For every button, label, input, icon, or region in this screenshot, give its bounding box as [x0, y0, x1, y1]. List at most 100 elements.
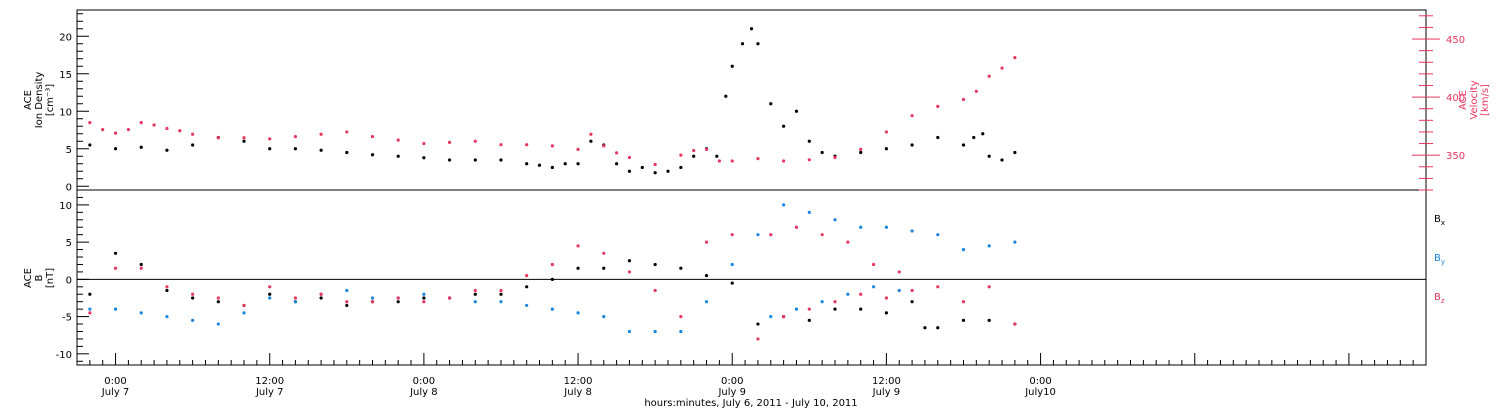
- data-point-bz: [730, 233, 734, 237]
- data-point-by: [165, 314, 169, 319]
- data-point-black: [242, 139, 246, 143]
- data-point-pink: [782, 159, 786, 163]
- data-point-black: [1000, 158, 1004, 162]
- data-point-bx: [923, 326, 927, 330]
- velocity-axis-ticks: 350 400 450: [1412, 15, 1465, 191]
- data-point-bz: [794, 225, 799, 229]
- data-point-pink: [293, 134, 298, 139]
- data-point-black: [859, 150, 863, 155]
- data-point-bz: [550, 262, 554, 267]
- time-tick-label: 0:00: [1029, 376, 1051, 387]
- data-point-pink: [447, 140, 452, 144]
- data-point-by: [871, 285, 876, 289]
- data-point-bz: [396, 296, 400, 300]
- data-point-bx: [704, 274, 709, 278]
- data-point-bx: [88, 292, 92, 296]
- data-point-pink: [178, 129, 182, 133]
- data-point-bx: [910, 300, 914, 304]
- data-point-bz: [859, 292, 863, 296]
- data-point-bx: [961, 318, 966, 322]
- data-point-bz: [871, 262, 876, 267]
- data-point-by: [936, 233, 940, 237]
- data-point-bz: [807, 307, 811, 311]
- data-point-bz: [782, 314, 786, 319]
- density-tick-label: 0: [66, 182, 72, 193]
- b-tick-label: 10: [59, 201, 72, 212]
- time-tick-label: 12:00: [255, 376, 284, 387]
- data-point-bx: [139, 262, 143, 267]
- data-point-by: [846, 292, 850, 296]
- data-point-bz: [576, 244, 580, 248]
- b-axis-label-line2: B: [34, 274, 45, 281]
- data-point-black: [640, 165, 644, 170]
- data-point-pink: [884, 130, 889, 134]
- data-point-pink: [165, 126, 169, 131]
- b-tick-label: -10: [56, 350, 72, 361]
- data-point-bz: [525, 274, 529, 278]
- data-point-black: [473, 158, 477, 162]
- data-point-pink: [396, 138, 400, 142]
- data-point-black: [910, 143, 914, 147]
- data-point-bx: [936, 326, 940, 330]
- data-point-bx: [679, 266, 683, 270]
- data-point-black: [807, 139, 811, 143]
- data-point-bz: [756, 337, 760, 341]
- data-point-bx: [756, 322, 760, 326]
- data-point-by: [216, 322, 220, 326]
- date-tick-label: July 8: [409, 387, 438, 398]
- data-point-bz: [769, 233, 773, 237]
- density-axis-ticks: 0 5 10 15 20: [59, 13, 89, 193]
- data-point-pink: [602, 144, 606, 148]
- data-point-pink: [242, 136, 246, 140]
- data-point-bx: [113, 251, 118, 255]
- velocity-tick-label: 350: [1446, 151, 1465, 162]
- data-point-bz: [473, 288, 477, 293]
- data-point-pink: [717, 159, 721, 163]
- density-tick-label: 20: [59, 32, 72, 43]
- data-point-black: [88, 143, 92, 147]
- data-point-bz: [833, 300, 837, 304]
- data-point-by: [1013, 240, 1017, 244]
- date-tick-label: July 7: [101, 387, 130, 398]
- data-point-black: [139, 145, 143, 149]
- data-point-bx: [191, 296, 195, 300]
- data-point-by: [833, 218, 837, 222]
- data-point-by: [576, 311, 580, 315]
- date-tick-label: July 7: [255, 387, 284, 398]
- data-point-black: [165, 148, 169, 152]
- data-point-by: [794, 307, 799, 311]
- data-point-bz: [88, 311, 92, 315]
- data-point-bz: [293, 296, 298, 300]
- date-tick-label: July 9: [717, 387, 746, 398]
- time-tick-label: 0:00: [413, 376, 435, 387]
- velocity-axis-label: ACE Velocity [km/s]: [1458, 80, 1491, 119]
- data-point-bx: [216, 300, 220, 304]
- data-point-pink: [910, 114, 914, 118]
- data-point-by: [987, 244, 991, 248]
- magnetic-field-panel-frame: [76, 189, 1427, 366]
- data-point-bx: [550, 277, 554, 281]
- data-point-black: [987, 154, 991, 158]
- data-point-by: [820, 300, 824, 304]
- date-tick-label: July 8: [563, 387, 592, 398]
- data-point-bx: [627, 259, 632, 263]
- data-point-by: [653, 329, 657, 334]
- b-axis-label-line1: ACE: [23, 268, 34, 288]
- data-point-bx: [473, 292, 477, 296]
- data-point-by: [782, 203, 786, 207]
- data-point-by: [679, 329, 683, 334]
- data-point-pink: [627, 155, 632, 160]
- data-point-pink: [1013, 56, 1017, 60]
- data-point-bx: [319, 296, 323, 300]
- data-point-pink: [576, 147, 580, 151]
- data-point-bz: [653, 288, 657, 293]
- data-point-by: [370, 296, 375, 300]
- data-point-black: [1013, 150, 1017, 155]
- data-point-by: [756, 233, 760, 237]
- data-point-black: [740, 42, 745, 46]
- data-point-pink: [101, 128, 105, 132]
- data-point-black: [981, 132, 985, 136]
- b-tick-label: 0: [66, 275, 72, 286]
- b-axis-ticks: -10 -5 0 5 10: [56, 189, 89, 362]
